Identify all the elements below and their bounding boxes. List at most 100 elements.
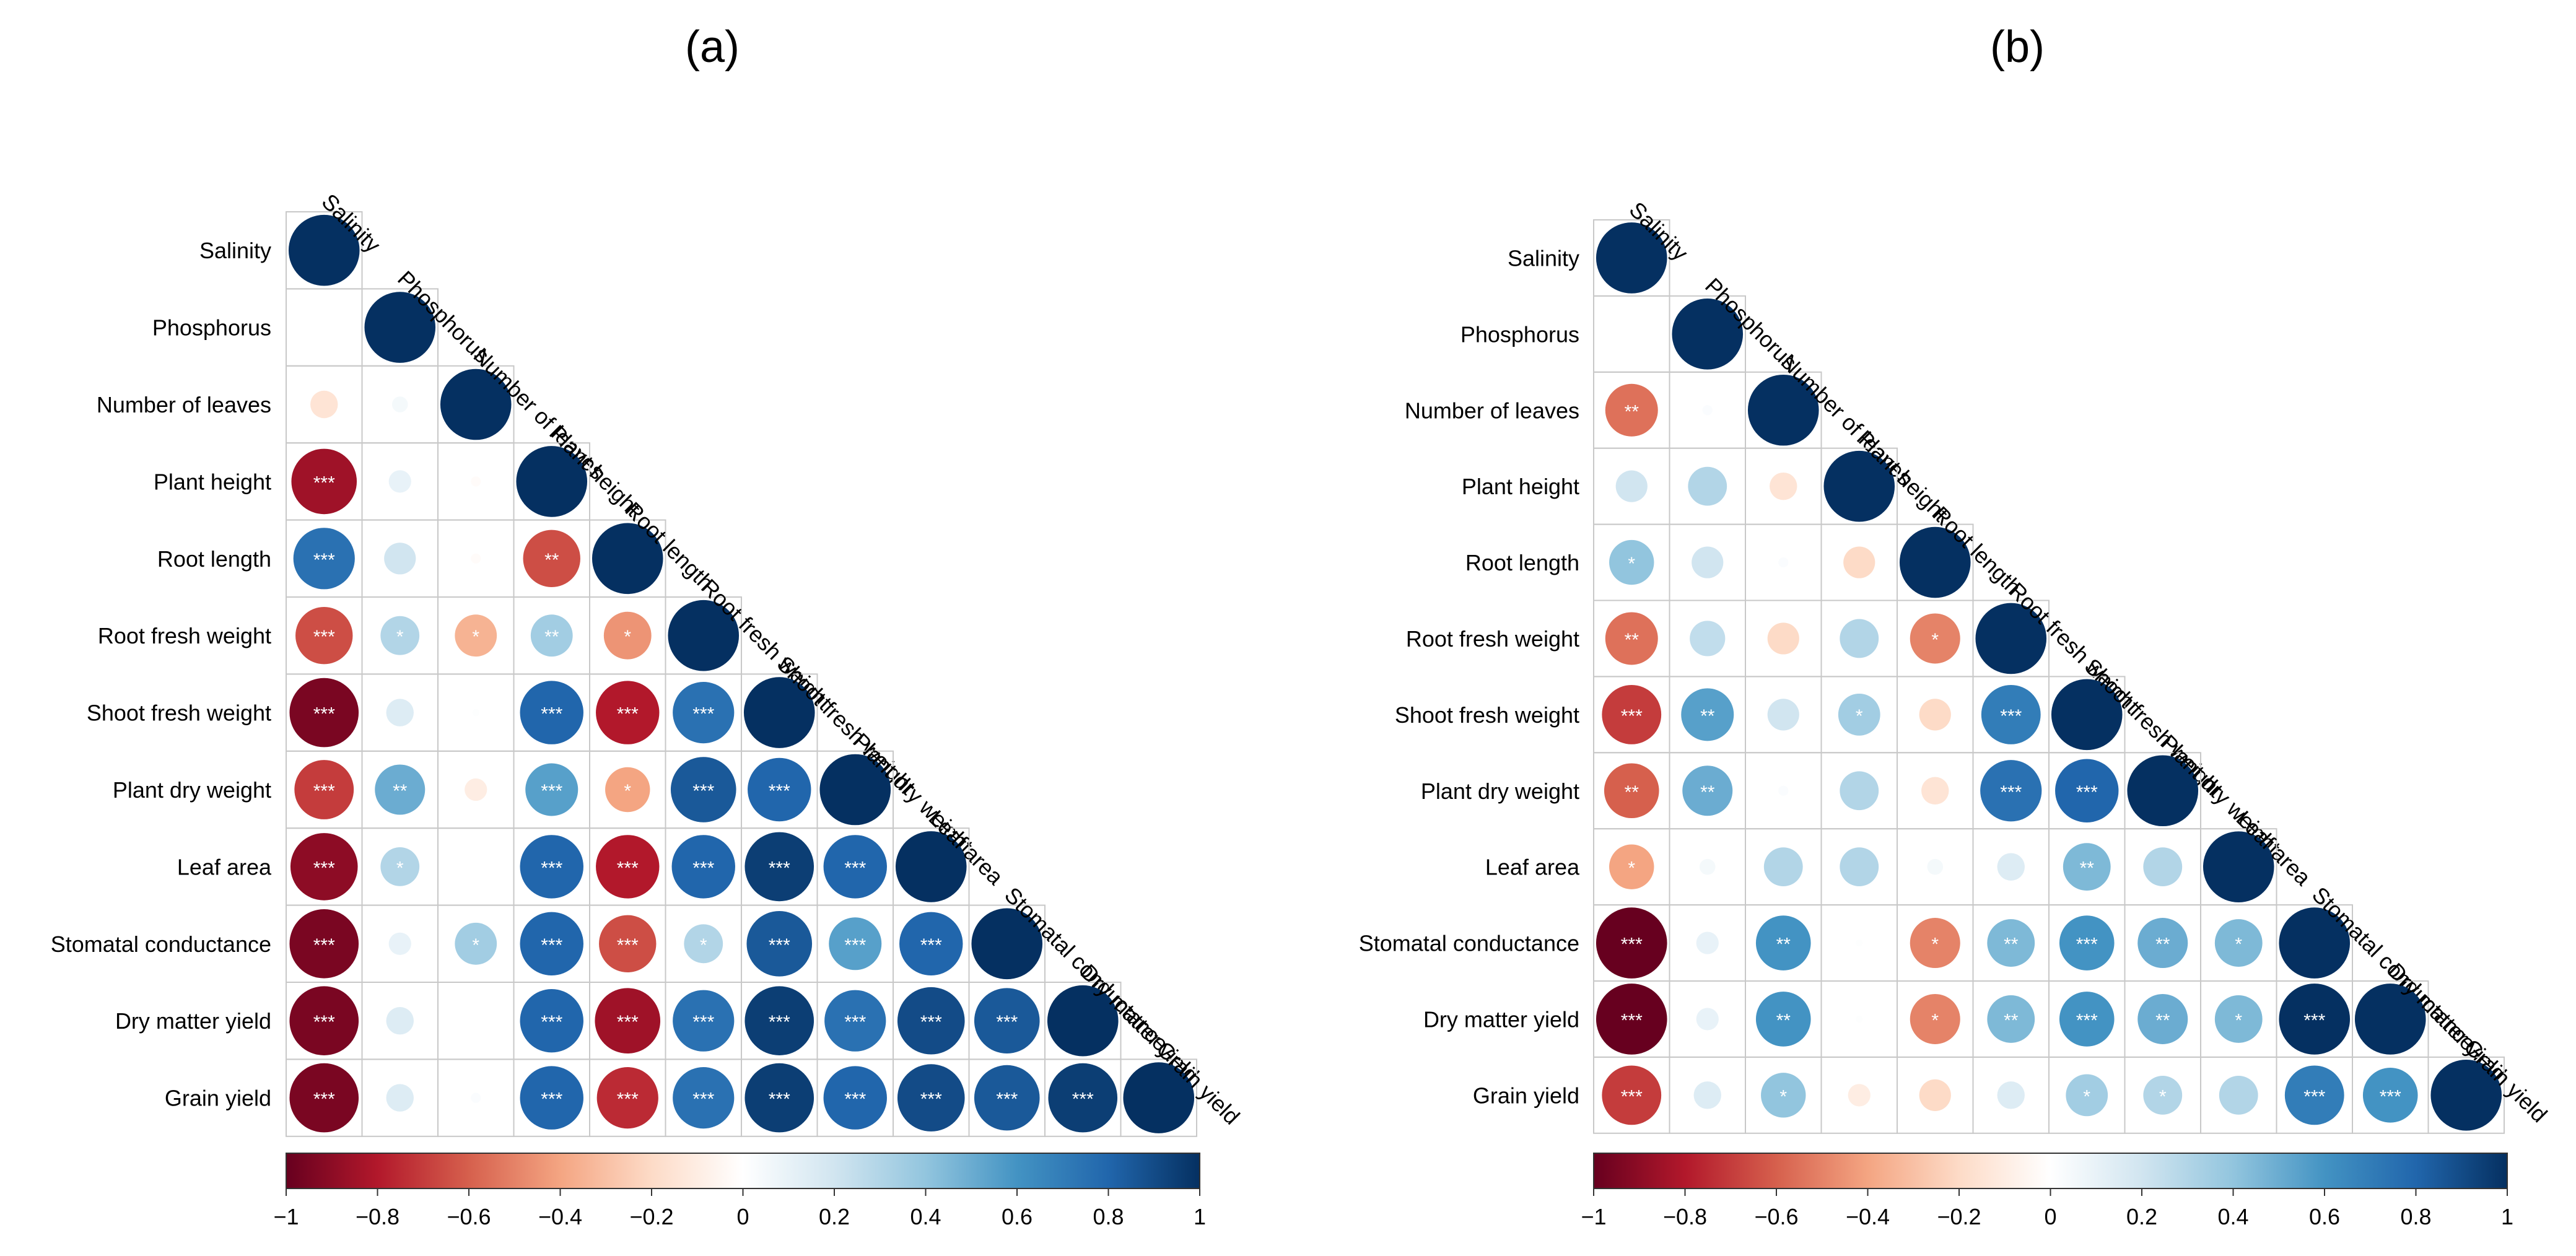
row-label: Grain yield <box>165 1086 271 1111</box>
correlation-circle <box>974 988 1040 1053</box>
significance-mark: ** <box>2004 1010 2019 1031</box>
correlation-circle <box>673 1067 735 1129</box>
correlation-circle <box>1681 688 1734 741</box>
correlation-circle <box>744 986 814 1055</box>
correlation-circle <box>1605 383 1658 437</box>
correlation-circle <box>2284 1065 2344 1125</box>
colorbar-tick-label: −0.8 <box>1663 1204 1707 1229</box>
significance-mark: * <box>2235 1010 2242 1031</box>
significance-mark: ** <box>544 550 559 570</box>
correlation-circle <box>897 1064 965 1132</box>
correlation-circle <box>1609 844 1654 889</box>
panel-label-b: (b) <box>1990 22 2045 72</box>
significance-mark: ** <box>544 627 559 647</box>
correlation-circle <box>1843 546 1875 578</box>
correlation-circle <box>386 1084 414 1112</box>
colorbar-tick-label: 1 <box>1194 1204 1206 1229</box>
significance-mark: *** <box>541 935 562 956</box>
correlation-circle <box>1755 915 1811 970</box>
correlation-circle <box>288 214 360 286</box>
correlation-circle <box>1596 907 1667 979</box>
significance-mark: ** <box>1625 630 1639 650</box>
correlation-circle <box>2203 831 2274 902</box>
correlation-circle <box>471 1092 481 1103</box>
correlation-circle <box>2143 1075 2183 1115</box>
correlation-circle <box>744 1063 814 1133</box>
significance-mark: *** <box>844 1089 866 1110</box>
colorbar-tick-label: 0.2 <box>819 1204 850 1229</box>
significance-mark: * <box>1779 1086 1787 1107</box>
row-label: Leaf area <box>177 854 272 879</box>
row-label: Leaf area <box>1485 855 1580 880</box>
significance-mark: *** <box>1072 1089 1094 1110</box>
colorbar-tick-label: −0.2 <box>629 1204 673 1229</box>
significance-mark: * <box>2159 1086 2167 1107</box>
correlation-circle <box>1975 603 2047 674</box>
correlation-circle <box>1997 853 2025 881</box>
colorbar-tick-label: 0.2 <box>2126 1204 2157 1229</box>
significance-mark: *** <box>920 935 942 956</box>
correlation-circle <box>1840 847 1879 887</box>
correlation-circle <box>1770 472 1797 500</box>
colorbar-ticks-b: −1 −0.8 −0.6 −0.4 −0.2 0 0.2 0.4 0.6 0.8 1 <box>1581 1188 2513 1229</box>
correlation-circle <box>2219 1075 2258 1115</box>
correlation-circle <box>1702 405 1713 416</box>
correlation-circle <box>603 611 652 660</box>
significance-mark: ** <box>1700 706 1715 726</box>
significance-mark: *** <box>541 1089 562 1110</box>
significance-mark: *** <box>617 704 639 725</box>
correlation-circle <box>824 990 886 1052</box>
correlation-circle <box>2059 992 2115 1047</box>
correlation-circle <box>596 1067 658 1129</box>
matrix-cell <box>286 288 363 367</box>
significance-mark: *** <box>313 858 335 878</box>
significance-mark: ** <box>1776 1010 1791 1031</box>
correlation-circle <box>294 760 354 819</box>
correlation-circle <box>525 763 579 816</box>
correlation-circle <box>380 616 420 655</box>
row-label: Dry matter yield <box>115 1008 271 1034</box>
significance-mark: *** <box>313 627 335 647</box>
significance-mark: *** <box>2000 782 2022 803</box>
colorbar-tick-label: 0.8 <box>1093 1204 1124 1229</box>
significance-mark: ** <box>2155 935 2170 955</box>
significance-mark: *** <box>844 1012 866 1032</box>
correlation-circle <box>364 292 436 363</box>
colorbar-tick-label: 0 <box>736 1204 749 1229</box>
correlation-circle <box>1838 693 1880 736</box>
correlation-circle <box>293 528 355 590</box>
correlation-circle <box>520 912 583 976</box>
colorbar-tick-label: 0.4 <box>910 1204 941 1229</box>
matrix-cell <box>1120 1058 1197 1137</box>
correlation-circle <box>1123 1062 1195 1133</box>
correlation-circle <box>289 1063 359 1133</box>
significance-mark: *** <box>1621 935 1643 955</box>
correlation-circle <box>290 833 358 901</box>
correlation-circle <box>2059 915 2115 970</box>
colorbar-gradient-a <box>286 1153 1200 1189</box>
correlation-circle <box>1747 374 1819 446</box>
correlation-circle <box>819 754 891 826</box>
correlation-circle <box>1682 765 1733 816</box>
colorbar-tick-label: −0.2 <box>1937 1204 1981 1229</box>
correlation-circle <box>520 681 583 744</box>
colorbar-ticks-a: −1 −0.8 −0.6 −0.4 −0.2 0 0.2 0.4 0.6 0.8 1 <box>273 1188 1206 1229</box>
correlation-circle <box>605 767 650 813</box>
significance-mark: ** <box>1700 782 1715 803</box>
row-label: Root length <box>157 546 271 572</box>
correlation-circle <box>1981 684 2041 744</box>
matrix-cell <box>437 827 515 906</box>
correlation-circle <box>391 396 408 412</box>
significance-mark: *** <box>920 1089 942 1110</box>
correlation-circle <box>1693 1081 1721 1109</box>
significance-mark: * <box>396 627 404 647</box>
significance-mark: *** <box>692 1012 714 1032</box>
correlation-circle <box>310 390 338 419</box>
colorbar-tick-label: −0.4 <box>1846 1204 1890 1229</box>
row-label: Stomatal conductance <box>51 931 271 957</box>
correlation-circle <box>673 682 735 744</box>
correlation-circle <box>1987 919 2035 967</box>
correlation-circle <box>1602 684 1662 744</box>
row-label: Stomatal conductance <box>1359 931 1579 956</box>
